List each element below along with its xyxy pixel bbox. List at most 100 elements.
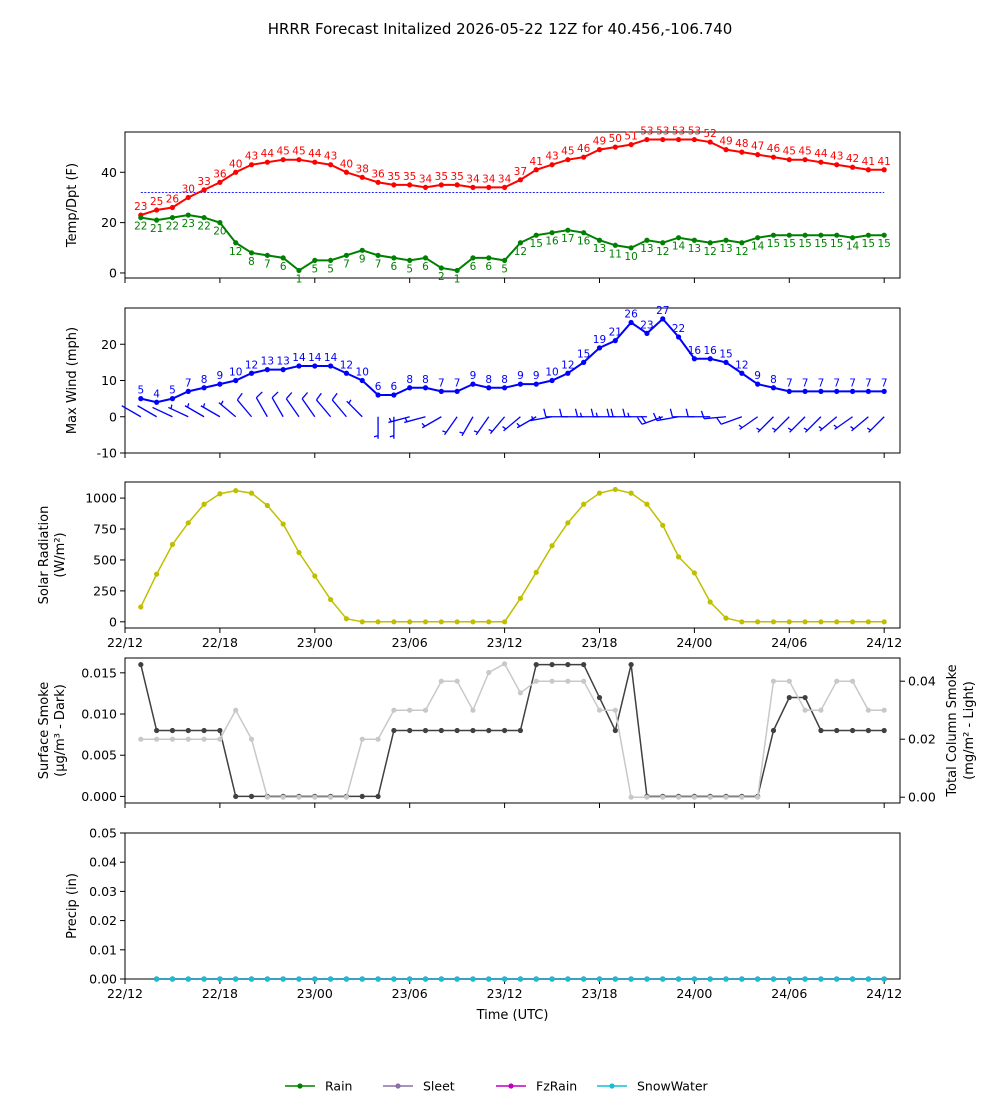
series-line-max-wind <box>140 317 885 404</box>
data-point-column-smoke <box>185 736 191 742</box>
y-tick-label: 250 <box>93 583 117 598</box>
data-label-dewpoint: 2 <box>438 271 445 283</box>
data-point-temperature <box>770 154 777 160</box>
data-point-column-smoke <box>565 678 571 684</box>
data-label-dewpoint: 15 <box>798 238 811 250</box>
data-label-max-wind: 7 <box>849 377 856 389</box>
wind-barb <box>152 406 173 418</box>
y-axis-label-units: (µg/m³ - Dark) <box>53 684 68 777</box>
data-point-max-wind <box>501 385 508 391</box>
wind-barb-staff <box>137 405 157 418</box>
x-tick-label: 22/12 <box>107 986 143 1001</box>
data-label-max-wind: 10 <box>356 367 369 379</box>
data-label-temperature: 23 <box>134 201 147 213</box>
data-point-surface-smoke <box>233 793 239 800</box>
data-label-dewpoint: 13 <box>719 243 732 255</box>
data-point-temperature <box>501 184 508 190</box>
data-point-max-wind <box>375 392 381 398</box>
data-point-column-smoke <box>739 794 745 800</box>
data-point-dewpoint <box>217 220 223 226</box>
data-label-temperature: 45 <box>783 146 796 158</box>
wind-barb-flag <box>685 408 689 417</box>
data-label-max-wind: 21 <box>609 327 622 339</box>
data-point-temperature <box>723 147 729 153</box>
y2-tick-label: 0.00 <box>908 790 936 805</box>
data-point-max-wind <box>438 388 444 394</box>
data-label-temperature: 43 <box>245 151 258 163</box>
data-point-column-smoke <box>755 794 761 800</box>
wind-barb-flag <box>285 392 293 400</box>
data-point-max-wind <box>565 370 571 376</box>
wind-barb-half-flag <box>170 404 173 409</box>
data-point-max-wind <box>217 381 223 387</box>
legend-label-fzrain: FzRain <box>536 1079 577 1094</box>
wind-barb-half-flag <box>756 427 761 431</box>
data-point-solar <box>201 501 207 507</box>
wind-barb-staff <box>789 416 806 433</box>
data-point-snowwater <box>628 976 634 982</box>
y-tick-label: 0.03 <box>89 884 117 899</box>
wind-barb-staff <box>236 399 253 418</box>
wind-barb-flag <box>636 417 643 425</box>
data-point-column-smoke <box>770 678 777 684</box>
data-point-column-smoke <box>328 794 334 800</box>
y-tick-label: -10 <box>97 446 117 461</box>
data-point-temperature <box>691 136 697 143</box>
data-label-max-wind: 9 <box>754 370 761 382</box>
data-point-dewpoint <box>644 237 650 243</box>
data-label-temperature: 40 <box>340 158 353 170</box>
data-point-temperature <box>818 159 824 165</box>
wind-barb-half-flag <box>187 403 190 408</box>
data-point-column-smoke <box>549 678 555 684</box>
data-label-temperature: 42 <box>846 153 859 165</box>
wind-barb-staff <box>271 397 284 418</box>
data-label-dewpoint: 14 <box>672 241 686 253</box>
data-point-solar <box>596 490 603 496</box>
x-tick-label: 23/06 <box>392 635 428 650</box>
legend-item-snowwater: SnowWater <box>597 1079 709 1094</box>
data-point-solar <box>217 491 223 497</box>
data-label-temperature: 43 <box>830 151 843 163</box>
wind-barb <box>315 392 332 418</box>
data-label-max-wind: 9 <box>217 370 224 382</box>
data-point-temperature <box>217 179 223 185</box>
data-label-dewpoint: 12 <box>229 246 242 258</box>
y-tick-label: 0 <box>109 614 117 629</box>
data-point-temperature <box>549 162 555 168</box>
data-label-max-wind: 7 <box>786 377 793 389</box>
x-tick-label: 23/18 <box>581 986 617 1001</box>
data-label-temperature: 34 <box>466 173 480 185</box>
data-point-solar <box>359 619 365 625</box>
data-point-snowwater <box>248 976 255 982</box>
plot-frame <box>124 657 901 804</box>
data-point-surface-smoke <box>154 727 160 734</box>
wind-barb <box>559 408 584 418</box>
wind-barb-half-flag <box>516 422 521 427</box>
wind-barb-half-flag <box>404 417 408 422</box>
data-label-max-wind: 9 <box>470 370 477 382</box>
data-label-max-wind: 12 <box>561 359 574 371</box>
data-point-dewpoint <box>201 214 207 221</box>
data-label-dewpoint: 1 <box>296 273 303 285</box>
data-label-temperature: 38 <box>356 163 369 175</box>
data-point-snowwater <box>834 976 840 982</box>
y-tick-label: 500 <box>93 552 117 567</box>
x-tick-label: 23/06 <box>392 986 428 1001</box>
data-label-temperature: 40 <box>229 158 242 170</box>
data-point-dewpoint <box>707 240 713 246</box>
data-point-snowwater <box>660 976 666 982</box>
data-label-dewpoint: 14 <box>846 241 860 253</box>
y-tick-label: 0.015 <box>81 665 117 680</box>
wind-barb-staff <box>121 405 142 418</box>
data-label-dewpoint: 13 <box>688 243 701 255</box>
wind-barb-flag <box>255 391 263 399</box>
wind-barb-flag <box>559 408 563 417</box>
data-point-temperature <box>359 174 365 180</box>
wind-barb <box>516 416 537 429</box>
legend-item-sleet: Sleet <box>383 1079 455 1094</box>
data-point-solar <box>454 619 460 625</box>
wind-barb-flag <box>315 392 322 401</box>
data-point-solar <box>169 541 176 548</box>
data-point-temperature <box>407 182 413 188</box>
